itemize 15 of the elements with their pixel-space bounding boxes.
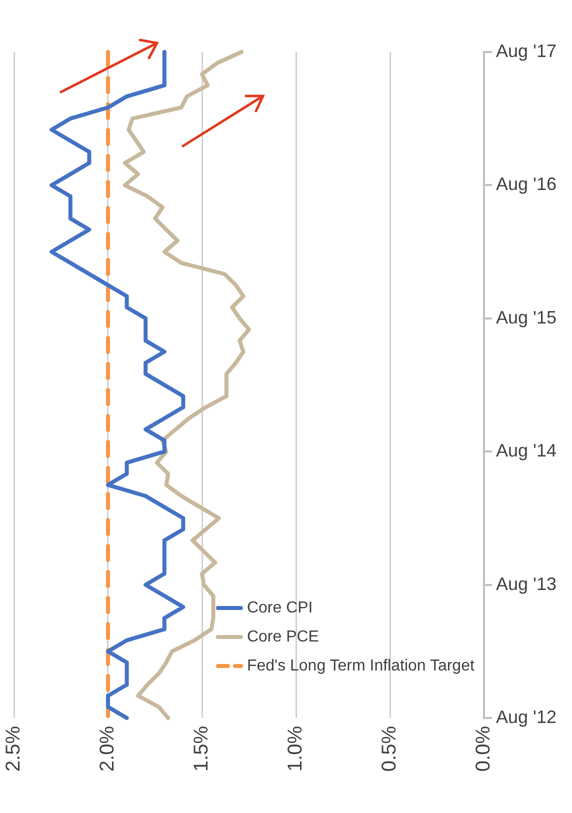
legend-label: Core PCE (246, 628, 319, 646)
x-tick-label: 2.0% (96, 726, 119, 772)
legend-label: Core CPI (246, 599, 313, 616)
x-tick-label: 2.5% (2, 726, 25, 772)
y-tick-label: Aug '15 (496, 307, 556, 328)
y-tick-label: Aug '14 (496, 440, 556, 461)
y-tick-label: Aug '12 (496, 706, 556, 727)
x-tick-label: 0.0% (472, 726, 495, 772)
y-tick-label: Aug '17 (496, 40, 556, 61)
x-tick-label: 1.5% (190, 726, 213, 772)
x-tick-label: 1.0% (284, 726, 307, 772)
legend-label: Fed's Long Term Inflation Target (246, 657, 475, 674)
y-tick-label: Aug '13 (496, 574, 556, 594)
y-tick-label: Aug '16 (496, 174, 556, 194)
x-tick-label: 0.5% (378, 726, 401, 772)
